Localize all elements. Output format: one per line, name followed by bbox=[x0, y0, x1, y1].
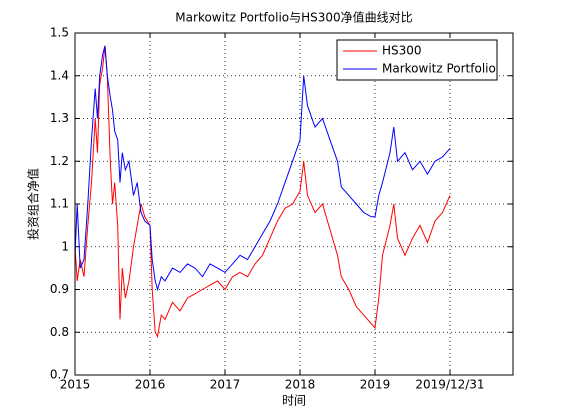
axes-box bbox=[74, 32, 514, 376]
chart-title: Markowitz Portfolio与HS300净值曲线对比 bbox=[175, 10, 412, 25]
y-tick-label: 0.9 bbox=[50, 282, 69, 296]
y-tick-label: 1.4 bbox=[50, 68, 69, 82]
x-tick-label: 2018 bbox=[285, 378, 316, 392]
series-line bbox=[74, 45, 451, 339]
series-line bbox=[74, 45, 451, 292]
y-tick-label: 1 bbox=[61, 239, 69, 253]
y-axis-label: 投资组合净值 bbox=[26, 168, 41, 240]
x-axis-label: 时间 bbox=[282, 394, 306, 408]
y-tick-label: 1.3 bbox=[50, 111, 69, 125]
y-tick-label: 0.7 bbox=[50, 368, 69, 382]
legend-box bbox=[336, 39, 498, 81]
y-tick-label: 1.2 bbox=[50, 154, 69, 168]
y-tick-label: 1.5 bbox=[50, 26, 69, 40]
x-tick-label: 2019 bbox=[360, 378, 391, 392]
x-tick-label: 2019/12/31 bbox=[415, 378, 484, 392]
x-tick-label: 2017 bbox=[210, 378, 241, 392]
x-tick-label: 2015 bbox=[60, 378, 91, 392]
y-tick-label: 0.8 bbox=[50, 325, 69, 339]
y-tick-label: 1.1 bbox=[50, 197, 69, 211]
legend-label: Markowitz Portfolio bbox=[382, 62, 496, 76]
legend-label: HS300 bbox=[382, 44, 422, 58]
x-tick-label: 2016 bbox=[135, 378, 166, 392]
